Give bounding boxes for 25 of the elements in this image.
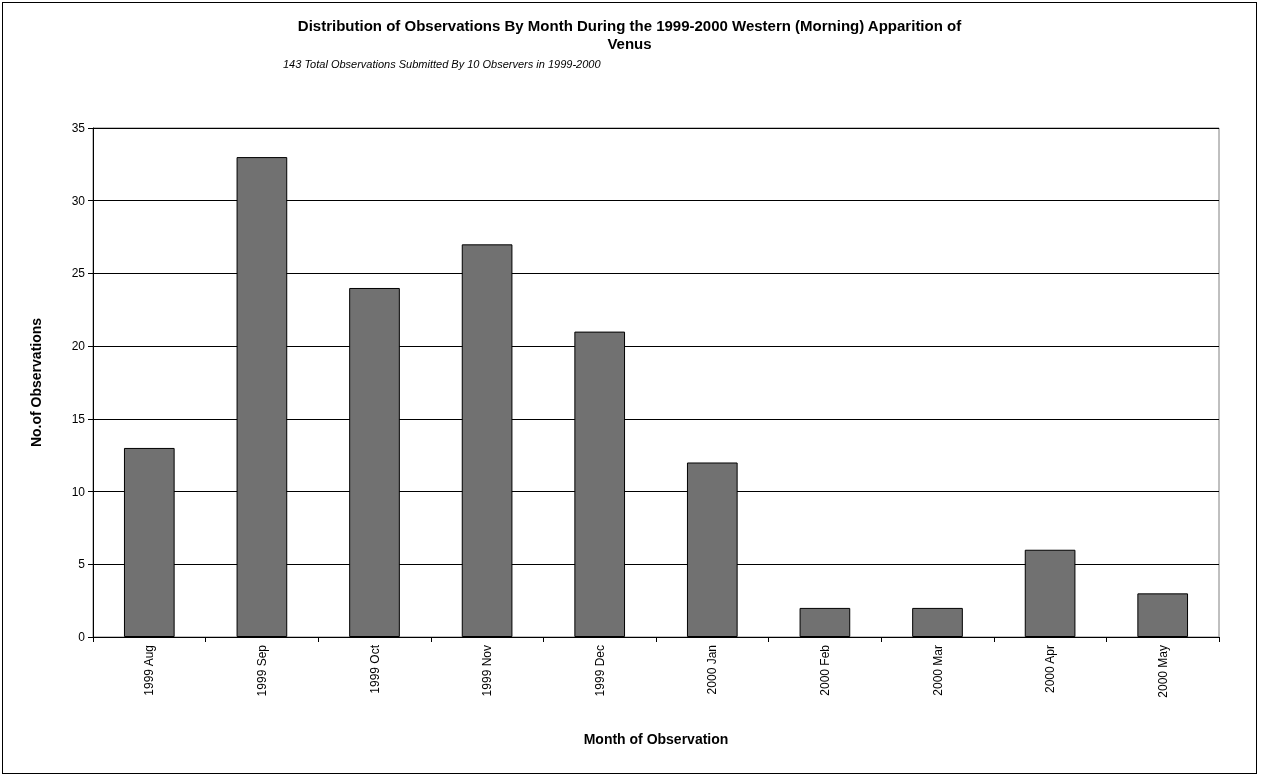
y-tick-label: 5 [78,557,86,572]
x-tick-label: 2000 May [1155,645,1170,698]
y-tick-label: 15 [71,411,86,426]
x-tick-label: 1999 Oct [367,644,382,694]
chart-title: Distribution of Observations By Month During the 1999-2000 Western (Morning) Apparition of Venus [297,16,963,52]
x-tick-label: 1999 Nov [480,645,495,697]
y-tick-label: 10 [71,484,86,499]
x-tick-label: 2000 Jan [705,645,720,695]
y-tick-label: 0 [78,630,86,644]
y-tick-label: 30 [71,193,86,208]
y-tick-label: 35 [71,121,86,135]
x-tick-label: 1999 Dec [592,645,607,697]
x-tick-label: 2000 Feb [817,644,832,696]
x-tick-label: 2000 Mar [930,645,945,696]
x-tick-label: 2000 Apr [1043,645,1058,694]
x-axis-title: Month of Observation [583,731,729,747]
chart-subtitle: 143 Total Observations Submitted By 10 Observers in 1999-2000 [283,57,602,70]
bar [1137,593,1189,637]
x-tick-label: 1999 Aug [142,645,157,696]
y-tick-label: 25 [71,266,86,281]
bar [912,607,963,637]
y-tick-label: 20 [71,339,86,354]
y-axis-title: No.of Observations [28,317,44,448]
x-tick-label: 1999 Sep [254,644,269,697]
bar [799,607,851,637]
